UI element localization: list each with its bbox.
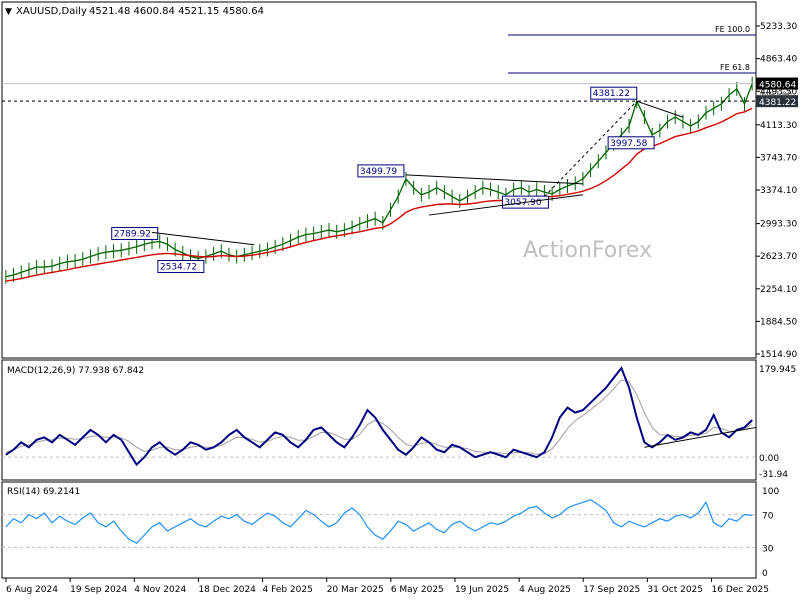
price-axis-label: 3743.70 [760, 153, 797, 163]
pivot-label: 2789.92 [114, 230, 151, 240]
pivot-label-box[interactable] [157, 260, 205, 274]
triangle-upper-line[interactable] [405, 174, 583, 185]
price-axis-label: 4493.50 [760, 87, 797, 97]
price-axis-label: 2993.30 [760, 220, 797, 230]
time-axis-label: 20 Mar 2025 [327, 585, 384, 595]
level-price-tag-text: 4381.22 [759, 98, 796, 108]
time-axis-label: 19 Jun 2025 [455, 585, 509, 595]
pivot-label: 2534.72 [160, 263, 197, 273]
fe-100-label: FE 100.0 [715, 25, 750, 34]
symbol-label: XAUUSD,Daily [16, 6, 87, 17]
pivot-label-box[interactable] [357, 164, 405, 178]
rsi-axis-label: 100 [762, 487, 779, 497]
macd-axis-label: -31.94 [759, 470, 788, 480]
macd-line[interactable] [5, 365, 753, 467]
time-axis-label: 31 Oct 2025 [647, 585, 703, 595]
pivot-label: 3997.58 [610, 139, 647, 149]
price-axis-label: 1884.50 [760, 317, 797, 327]
pivot-label: 3499.79 [360, 167, 397, 177]
price-axis-label: 4113.30 [760, 121, 797, 131]
price-axis-label: 2254.10 [760, 285, 797, 295]
time-axis-label: 19 Sep 2024 [70, 585, 127, 595]
macd-title: MACD(12,26,9) 77.938 67.842 [7, 366, 144, 376]
price-line[interactable] [5, 83, 753, 278]
price-axis-label: 3374.10 [760, 186, 797, 196]
fe-61-8-label: FE 61.8 [720, 63, 750, 72]
time-axis-label: 6 May 2025 [391, 585, 444, 595]
projection-dashed-line[interactable] [544, 100, 638, 197]
pivot-label: 4381.22 [593, 89, 630, 99]
rsi-axis-label: 0 [762, 569, 768, 579]
rsi-panel[interactable] [1, 481, 757, 579]
macd-panel[interactable] [1, 359, 757, 481]
ema-line[interactable] [5, 107, 753, 282]
secondary-price-tag-text: 4487.90 [759, 91, 792, 100]
time-axis-label: 4 Aug 2025 [519, 585, 571, 595]
watermark: ActionForex [523, 238, 652, 263]
pivot-label-box[interactable] [607, 136, 655, 150]
pivot-label-box[interactable] [590, 86, 638, 100]
triangle-upper-line[interactable] [636, 100, 684, 118]
triangle-upper-line[interactable] [151, 231, 255, 246]
price-axis-label: 4863.40 [760, 55, 797, 65]
current-price-tag [756, 77, 798, 90]
macd-axis-label: 179.945 [759, 365, 796, 375]
time-axis-label: 16 Dec 2025 [712, 585, 770, 595]
rsi-line[interactable] [5, 499, 753, 545]
price-axis-label: 1514.90 [760, 350, 797, 360]
price-panel[interactable] [1, 1, 757, 359]
rsi-title: RSI(14) 69.2141 [7, 487, 80, 497]
rsi-axis-label: 30 [762, 544, 774, 554]
collapse-arrow-icon[interactable]: ▼ [5, 7, 12, 17]
current-price-tag-text: 4580.64 [759, 81, 796, 91]
rsi-axis-label: 70 [762, 512, 774, 522]
time-axis-label: 17 Sep 2025 [583, 585, 640, 595]
ohlc-values: 4521.48 4600.84 4521.15 4580.64 [89, 6, 264, 17]
macd-trendline[interactable] [644, 426, 757, 448]
level-price-tag [756, 95, 798, 108]
price-axis-label: 5233.30 [760, 22, 797, 32]
price-axis-label: 2623.70 [760, 252, 797, 262]
time-axis-label: 6 Aug 2024 [6, 585, 58, 595]
macd-axis-label: 0.00 [759, 454, 779, 464]
time-axis-label: 4 Feb 2025 [263, 585, 313, 595]
time-axis-label: 18 Dec 2024 [198, 585, 256, 595]
time-axis-label: 4 Nov 2024 [134, 585, 186, 595]
triangle-lower-line[interactable] [428, 194, 583, 216]
